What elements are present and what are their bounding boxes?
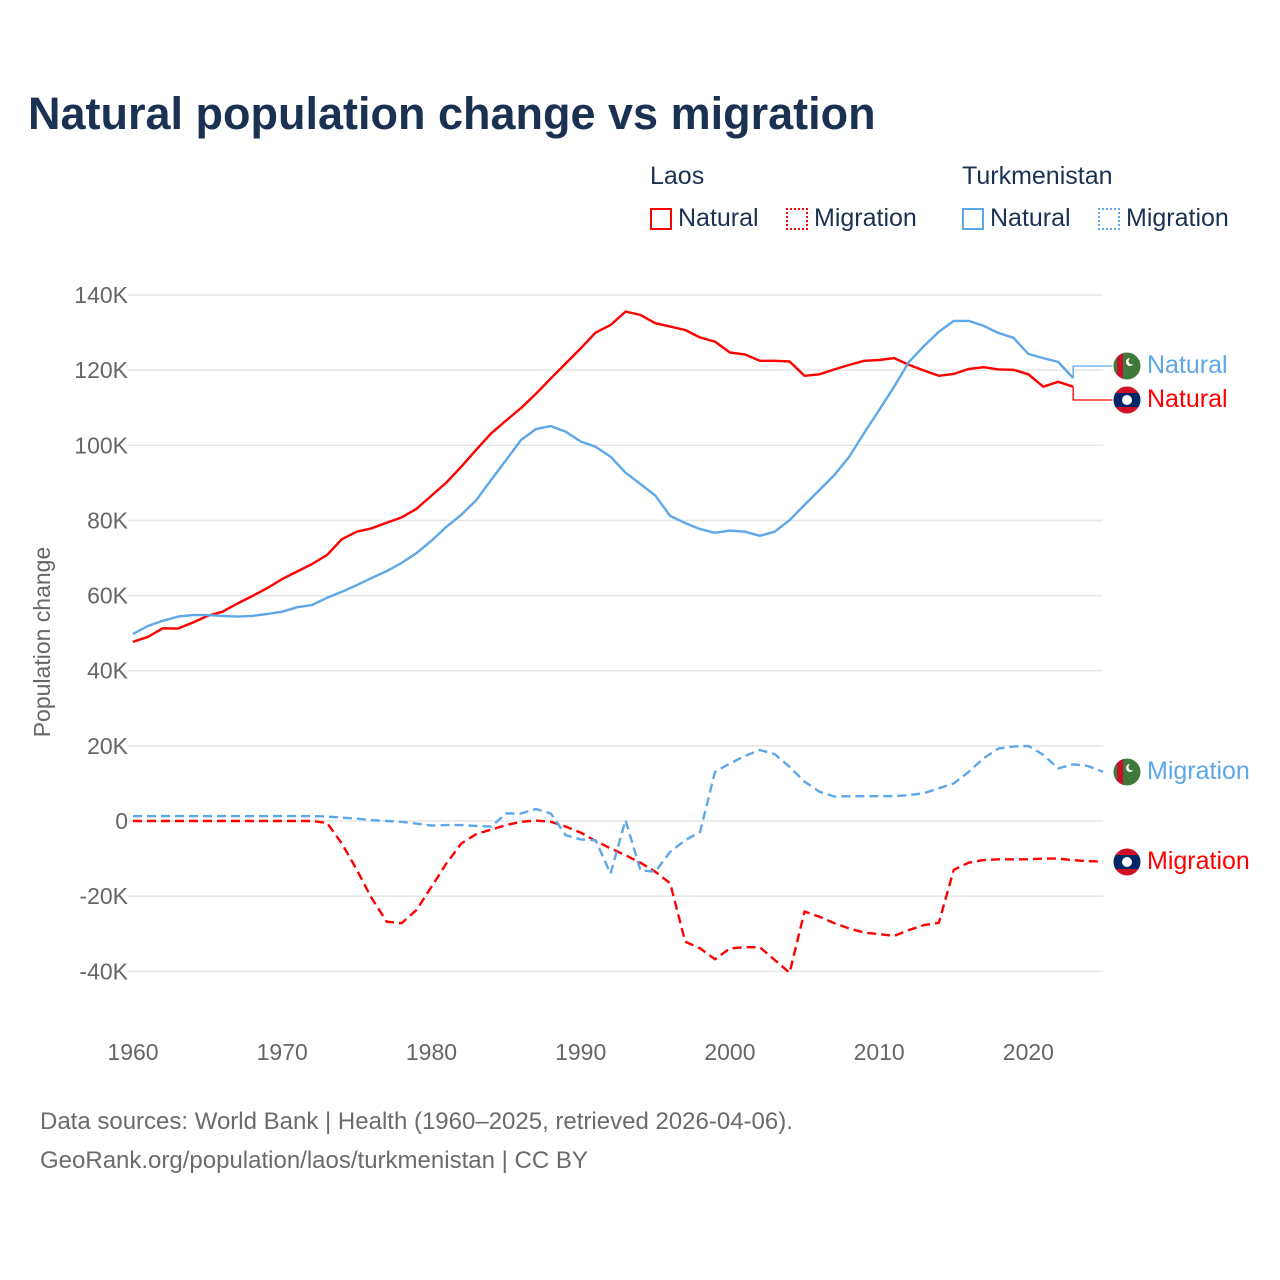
x-tick-label: 1970 (257, 1039, 308, 1065)
turkmenistan-flag-icon (1112, 351, 1142, 381)
series-line-turkmenistan-migration[interactable] (133, 744, 1104, 875)
end-label: Natural (1147, 351, 1228, 379)
end-label: Natural (1147, 385, 1228, 413)
footer-sources: Data sources: World Bank | Health (1960–… (40, 1108, 793, 1135)
y-axis-label: Population change (29, 547, 55, 738)
legend-item-laos-migration[interactable]: Migration (786, 204, 917, 233)
legend-item-turkmenistan-migration[interactable]: Migration (1098, 204, 1229, 233)
y-tick-label: 40K (87, 658, 129, 684)
legend-label: Natural (990, 204, 1071, 232)
gridlines (128, 294, 1103, 973)
y-tick-label: 0 (115, 808, 128, 834)
turkmenistan-flag-icon (1112, 757, 1142, 787)
y-tick-label: 140K (74, 282, 128, 308)
footer-link[interactable]: GeoRank.org/population/laos/turkmenistan… (40, 1147, 588, 1174)
x-tick-label: 1980 (406, 1039, 457, 1065)
label-connector (1072, 386, 1113, 401)
y-tick-label: 120K (74, 357, 128, 383)
chart-title: Natural population change vs migration (28, 88, 876, 139)
end-label: Migration (1147, 847, 1250, 875)
series-line-turkmenistan-natural[interactable] (132, 319, 1075, 635)
laos-flag-icon (1112, 847, 1142, 877)
y-tick-label: 100K (74, 432, 128, 458)
end-label: Migration (1147, 757, 1250, 785)
solid-swatch-icon (962, 207, 984, 230)
series-line-laos-natural[interactable] (132, 310, 1074, 643)
x-tick-label: 1960 (107, 1039, 158, 1065)
solid-swatch-icon (650, 207, 672, 230)
legend-item-laos-natural[interactable]: Natural (650, 204, 759, 233)
legend-heading: Turkmenistan (962, 162, 1113, 190)
y-tick-label: 80K (87, 507, 129, 533)
y-tick-label: -20K (79, 883, 128, 909)
legend-label: Migration (814, 204, 917, 232)
legend-label: Natural (678, 204, 759, 232)
x-axis-ticks: 1960 1970 1980 1990 2000 2010 2020 (107, 1039, 1054, 1065)
y-tick-label: -40K (79, 958, 128, 984)
y-axis-ticks: -40K -20K 0 20K 40K 60K 80K 100K 120K 140K (74, 282, 128, 984)
x-tick-label: 2020 (1003, 1039, 1054, 1065)
legend-item-turkmenistan-natural[interactable]: Natural (962, 204, 1071, 233)
x-tick-label: 1990 (555, 1039, 606, 1065)
dotted-swatch-icon (786, 207, 808, 230)
dotted-swatch-icon (1098, 207, 1120, 230)
series-lines (132, 310, 1104, 974)
x-tick-label: 2000 (704, 1039, 755, 1065)
series-line-laos-migration[interactable] (133, 819, 1104, 974)
legend-label: Migration (1126, 204, 1229, 232)
end-labels: Natural Natural Migration Migration (1072, 351, 1250, 877)
y-tick-label: 60K (87, 583, 129, 609)
x-tick-label: 2010 (854, 1039, 905, 1065)
legend-heading: Laos (650, 162, 705, 190)
laos-flag-icon (1112, 385, 1142, 415)
label-connector (1072, 365, 1113, 379)
y-tick-label: 20K (87, 733, 129, 759)
